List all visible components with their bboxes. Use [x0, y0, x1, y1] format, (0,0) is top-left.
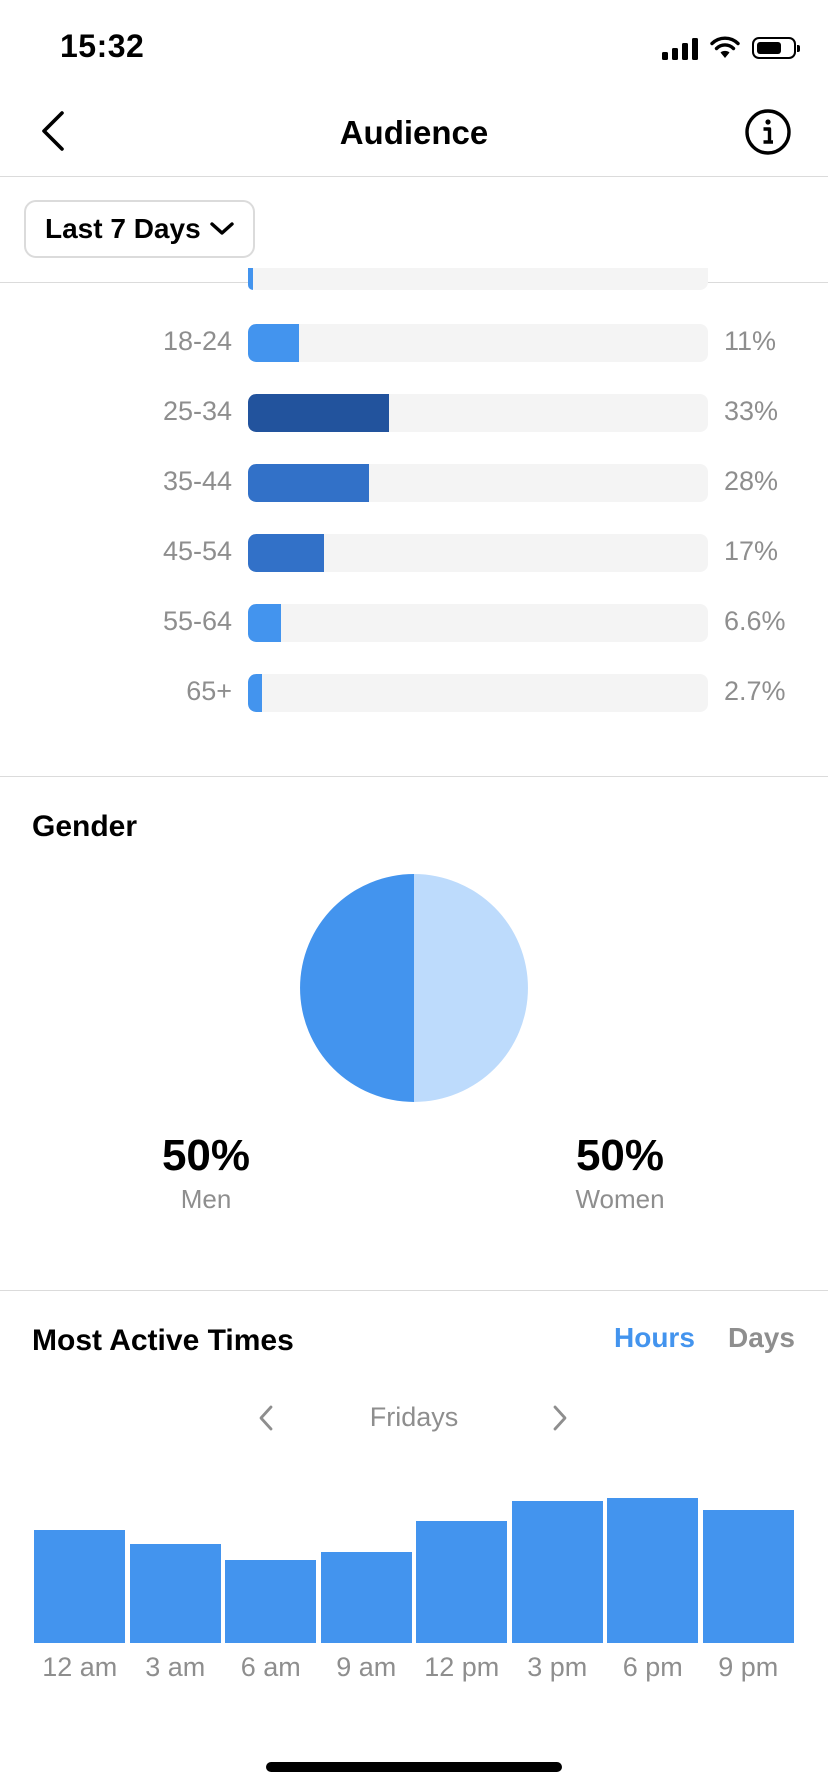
selected-day: Fridays [369, 1402, 459, 1432]
chevron-right-icon [553, 1405, 567, 1431]
chevron-left-icon [259, 1405, 273, 1431]
women-percentage: 50% [575, 1131, 665, 1180]
age-bar-track [248, 394, 708, 432]
partial-age-bar [248, 268, 708, 290]
bar-12-pm[interactable] [416, 1521, 507, 1643]
age-bar-fill [248, 464, 369, 502]
active-times-bar-chart [34, 1460, 794, 1643]
gender-title: Gender [32, 810, 138, 843]
age-bar-track [248, 534, 708, 572]
status-icons [662, 36, 800, 60]
header-divider [0, 176, 828, 177]
x-tick-label: 3 am [145, 1652, 206, 1682]
next-day-button[interactable] [542, 1400, 578, 1436]
bar-6-pm[interactable] [607, 1498, 698, 1643]
age-bar-track [248, 674, 708, 712]
age-percentage: 11% [724, 326, 777, 356]
info-icon [745, 109, 791, 155]
back-button[interactable] [28, 106, 78, 156]
age-row: 45-54 17% [0, 534, 828, 574]
age-bar-fill [248, 674, 263, 712]
bar-6-am[interactable] [225, 1560, 316, 1643]
age-row: 55-64 6.6% [0, 604, 828, 644]
most-active-times-title: Most Active Times [32, 1324, 294, 1357]
age-percentage: 2.7% [724, 676, 786, 706]
nav-header: Audience [0, 100, 828, 176]
chevron-down-icon [209, 222, 234, 235]
age-row: 65+ 2.7% [0, 674, 828, 714]
age-range-label: 55-64 [162, 606, 232, 636]
tab-hours[interactable]: Hours [614, 1322, 695, 1353]
chevron-left-icon [42, 111, 64, 151]
pie-slice-women [414, 874, 528, 1102]
gender-pie-chart [300, 874, 528, 1102]
women-label: Women [575, 1184, 665, 1214]
x-tick-label: 12 pm [424, 1652, 500, 1682]
age-percentage: 6.6% [724, 606, 786, 636]
x-tick-label: 9 am [336, 1652, 397, 1682]
age-bar-track [248, 464, 708, 502]
cellular-signal-icon [662, 36, 698, 60]
age-range-label: 35-44 [162, 466, 232, 496]
battery-level [757, 42, 781, 54]
x-tick-label: 3 pm [527, 1652, 588, 1682]
bar-9-am[interactable] [320, 1551, 412, 1643]
age-bar-track [248, 324, 708, 362]
tab-days[interactable]: Days [728, 1322, 795, 1353]
bar-12-am[interactable] [34, 1529, 125, 1643]
x-tick-label: 9 pm [718, 1652, 779, 1682]
age-percentage: 33% [724, 396, 779, 426]
battery-icon [752, 37, 800, 59]
status-time: 15:32 [60, 28, 145, 64]
age-bar-track [248, 604, 708, 642]
age-bar-fill [248, 604, 282, 642]
x-tick-label: 6 pm [622, 1652, 683, 1682]
age-row: 35-44 28% [0, 464, 828, 504]
gender-men: 50% Men [106, 1130, 306, 1215]
age-row: 18-24 11% [0, 324, 828, 364]
bar-3-am[interactable] [129, 1544, 221, 1643]
day-navigator: Fridays [0, 1400, 828, 1440]
bar-3-pm[interactable] [511, 1500, 603, 1643]
age-bar-fill [248, 394, 390, 432]
gender-divider [0, 1290, 828, 1291]
age-bar-fill [248, 324, 300, 362]
pie-slice-men [300, 874, 414, 1102]
gender-women: 50% Women [520, 1130, 720, 1215]
bar-9-pm[interactable] [702, 1509, 794, 1643]
age-percentage: 28% [724, 466, 779, 496]
active-times-x-axis: 12 am 3 am 6 am 9 am 12 pm 3 pm 6 pm 9 pm [34, 1652, 794, 1688]
previous-day-button[interactable] [248, 1400, 284, 1436]
age-range-label: 65+ [186, 676, 232, 706]
age-bar-fill [248, 534, 324, 572]
wifi-icon [710, 36, 740, 58]
men-percentage: 50% [161, 1131, 251, 1180]
age-percentage: 17% [724, 536, 779, 566]
age-range-label: 25-34 [162, 396, 232, 426]
age-row: 25-34 33% [0, 394, 828, 434]
x-tick-label: 12 am [42, 1652, 118, 1682]
age-range-label: 45-54 [162, 536, 232, 566]
page-title: Audience [339, 114, 489, 151]
x-tick-label: 6 am [240, 1652, 301, 1682]
date-range-label: Last 7 Days [45, 213, 201, 244]
age-divider [0, 776, 828, 777]
date-range-dropdown[interactable]: Last 7 Days [24, 200, 255, 258]
age-range-label: 18-24 [162, 326, 232, 356]
home-indicator[interactable] [266, 1762, 562, 1772]
info-button[interactable] [744, 108, 792, 156]
status-bar: 15:32 [0, 0, 828, 100]
men-label: Men [180, 1184, 232, 1214]
